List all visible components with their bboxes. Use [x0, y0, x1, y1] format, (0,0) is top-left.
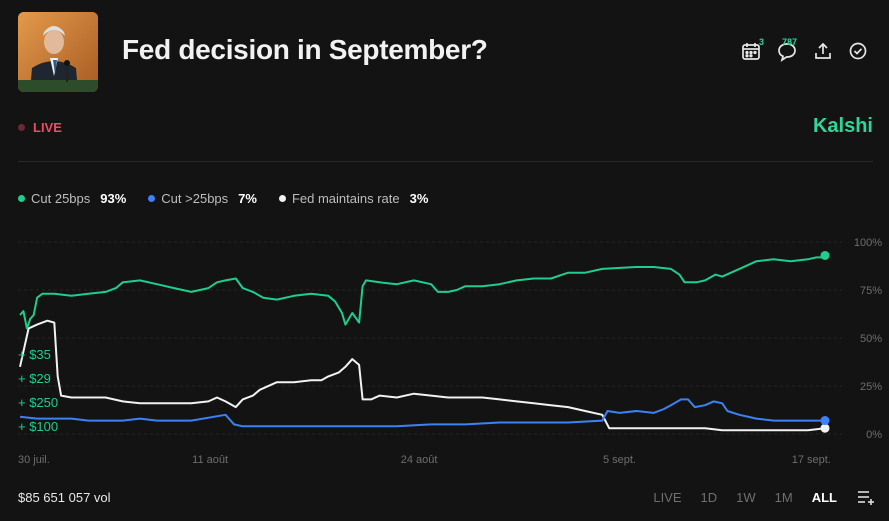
check-circle-icon[interactable]: [847, 40, 869, 62]
trade-marker: + $35: [18, 347, 51, 362]
live-label: LIVE: [33, 120, 62, 135]
legend-label: Cut 25bps: [31, 191, 91, 206]
calendar-icon[interactable]: [740, 40, 762, 62]
legend-item-cut-over-25bps[interactable]: Cut >25bps 7%: [148, 191, 257, 206]
range-selector: LIVE 1D 1W 1M ALL: [653, 490, 837, 505]
comments-icon[interactable]: [776, 40, 798, 62]
portrait-image: [18, 12, 98, 92]
white-dot-icon: [278, 195, 286, 202]
x-tick-label: 5 sept.: [603, 454, 636, 466]
volume: $85 651 057 vol: [18, 490, 111, 505]
blue-dot-icon: [148, 195, 156, 202]
share-icon[interactable]: [812, 40, 834, 62]
series-end-dot: [820, 416, 830, 426]
series-end-dot: [820, 250, 830, 260]
range-all[interactable]: ALL: [811, 490, 837, 505]
chart-settings-icon[interactable]: [857, 489, 875, 505]
event-thumbnail: [18, 12, 98, 92]
comments-count: 787: [782, 37, 798, 47]
range-1w[interactable]: 1W: [736, 490, 756, 505]
x-tick-label: 17 sept.: [792, 454, 831, 466]
range-live[interactable]: LIVE: [653, 490, 682, 505]
y-tick-label: 0%: [866, 429, 882, 441]
y-tick-label: 25%: [860, 381, 882, 393]
live-dot-icon: [18, 124, 25, 131]
chart-legend: Cut 25bps 93% Cut >25bps 7% Fed maintain…: [18, 191, 428, 206]
x-tick-label: 30 juil.: [18, 454, 50, 466]
legend-item-cut-25bps[interactable]: Cut 25bps 93%: [18, 191, 126, 206]
y-tick-label: 50%: [860, 333, 882, 345]
trade-marker: + $100: [18, 419, 58, 434]
legend-label: Fed maintains rate: [291, 191, 400, 206]
range-1d[interactable]: 1D: [700, 490, 718, 505]
range-1m[interactable]: 1M: [774, 490, 793, 505]
green-dot-icon: [18, 195, 25, 202]
legend-value: 3%: [409, 191, 429, 206]
trade-marker: + $29: [18, 371, 51, 386]
calendar-badge: 3: [759, 37, 765, 47]
y-tick-label: 75%: [860, 285, 882, 297]
x-tick-label: 11 août: [192, 454, 228, 466]
legend-item-fed-maintains[interactable]: Fed maintains rate 3%: [278, 191, 429, 206]
divider: [18, 161, 873, 162]
brand-logo[interactable]: Kalshi: [812, 115, 873, 137]
x-tick-label: 24 août: [401, 454, 438, 466]
y-tick-label: 100%: [854, 237, 882, 249]
series-end-dot: [820, 423, 830, 433]
legend-value: 93%: [100, 191, 127, 206]
series-line-cut-25bps[interactable]: [19, 254, 826, 330]
legend-label: Cut >25bps: [161, 191, 229, 206]
series-line-fed-maintains-rate[interactable]: [19, 319, 826, 432]
price-chart[interactable]: 100% 75% 50% 25% 0% + $35 + $29 + $250 + $100 3…: [0, 230, 889, 470]
trade-marker: + $250: [18, 395, 58, 410]
legend-value: 7%: [238, 191, 257, 206]
live-indicator: LIVE: [18, 120, 62, 135]
series-line-cut-25bps[interactable]: [19, 398, 825, 428]
page-title: Fed decision in September?: [122, 34, 488, 65]
